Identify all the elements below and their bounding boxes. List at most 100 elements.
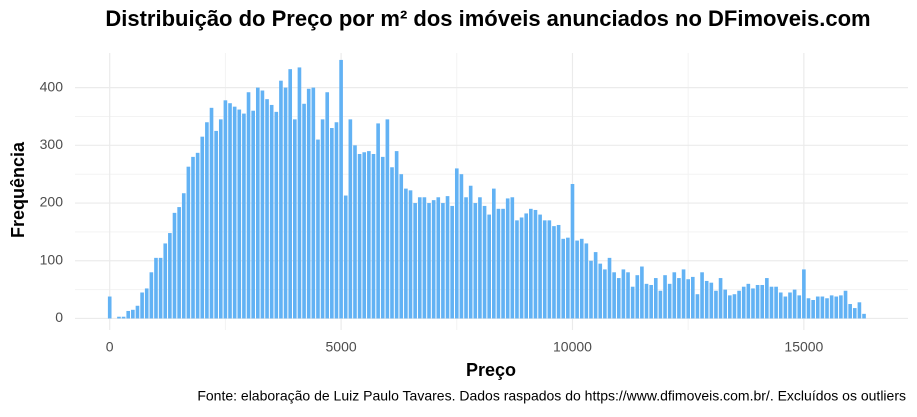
bar xyxy=(815,296,820,319)
bar xyxy=(126,310,131,319)
bar xyxy=(478,197,482,319)
bar xyxy=(612,272,616,319)
chart-title: Distribuição do Preço por m² dos imóveis… xyxy=(105,6,870,31)
bar xyxy=(515,220,519,319)
bar xyxy=(371,153,376,319)
bar xyxy=(732,294,737,319)
bar xyxy=(593,252,598,319)
bar xyxy=(603,269,607,319)
bar xyxy=(709,282,714,319)
bar xyxy=(140,292,144,319)
bar xyxy=(191,156,195,319)
bar xyxy=(640,266,644,319)
bar xyxy=(297,67,302,319)
bar xyxy=(404,188,408,319)
bar xyxy=(751,288,755,319)
bar xyxy=(320,119,325,319)
y-tick-label: 300 xyxy=(40,136,64,152)
bar xyxy=(778,292,783,319)
bar xyxy=(538,214,542,319)
bar xyxy=(533,209,538,319)
bar xyxy=(431,200,436,319)
bar xyxy=(570,183,575,319)
bar xyxy=(649,284,653,319)
bar xyxy=(825,298,829,319)
bar xyxy=(658,290,663,319)
bar xyxy=(552,226,556,319)
bar xyxy=(760,284,765,319)
bar xyxy=(607,257,612,319)
bar xyxy=(501,208,505,319)
bar xyxy=(376,123,380,319)
bar xyxy=(302,103,306,319)
bar xyxy=(131,309,135,319)
bar xyxy=(158,257,163,319)
bar xyxy=(334,122,339,319)
bar xyxy=(177,207,181,319)
bar xyxy=(820,296,825,319)
bar xyxy=(422,197,427,319)
bar xyxy=(714,290,718,319)
bar xyxy=(663,275,667,319)
bar xyxy=(728,295,732,319)
bar xyxy=(857,302,862,319)
bar xyxy=(283,87,288,319)
bar xyxy=(843,290,848,319)
bar xyxy=(718,278,723,319)
bar xyxy=(218,119,223,319)
bar xyxy=(232,106,237,319)
bar xyxy=(792,289,797,319)
bar xyxy=(487,214,491,319)
bar xyxy=(149,272,154,319)
bar xyxy=(237,109,242,319)
y-tick-label: 200 xyxy=(40,194,64,210)
bar xyxy=(672,272,677,319)
bar xyxy=(454,168,459,319)
bar xyxy=(390,167,394,319)
bar xyxy=(737,290,741,319)
bar xyxy=(186,166,191,319)
x-tick-label: 15000 xyxy=(784,339,823,355)
bar xyxy=(265,99,269,319)
bar xyxy=(163,243,168,319)
bar xyxy=(566,237,570,319)
bar xyxy=(723,289,728,319)
bar xyxy=(653,278,658,319)
bar xyxy=(806,298,811,319)
bar xyxy=(293,119,297,319)
bar xyxy=(464,197,468,319)
bar xyxy=(339,59,343,319)
bar xyxy=(667,283,672,319)
bar xyxy=(788,292,792,319)
bar xyxy=(209,107,214,319)
bar xyxy=(380,156,385,319)
bar xyxy=(839,295,843,319)
x-tick-label: 10000 xyxy=(553,339,592,355)
bar xyxy=(325,92,330,319)
bar xyxy=(556,224,561,319)
bar xyxy=(505,198,510,319)
bar xyxy=(223,100,228,319)
bar xyxy=(408,190,413,319)
bar xyxy=(695,294,700,319)
bar xyxy=(774,286,778,319)
bar xyxy=(741,286,746,319)
bar xyxy=(519,217,524,319)
bar xyxy=(260,90,265,319)
bar xyxy=(274,111,279,319)
bar xyxy=(529,208,533,319)
bar xyxy=(362,152,367,319)
y-axis-label: Frequência xyxy=(8,141,28,238)
bar xyxy=(542,220,547,319)
bar xyxy=(445,196,450,319)
bar xyxy=(154,257,158,319)
bar xyxy=(862,313,866,319)
bar xyxy=(399,174,404,319)
bar xyxy=(765,278,769,319)
bar xyxy=(450,205,454,319)
bar xyxy=(251,110,255,319)
bar xyxy=(121,316,126,319)
bar xyxy=(561,238,566,319)
bar xyxy=(547,220,552,319)
bar xyxy=(385,119,390,319)
